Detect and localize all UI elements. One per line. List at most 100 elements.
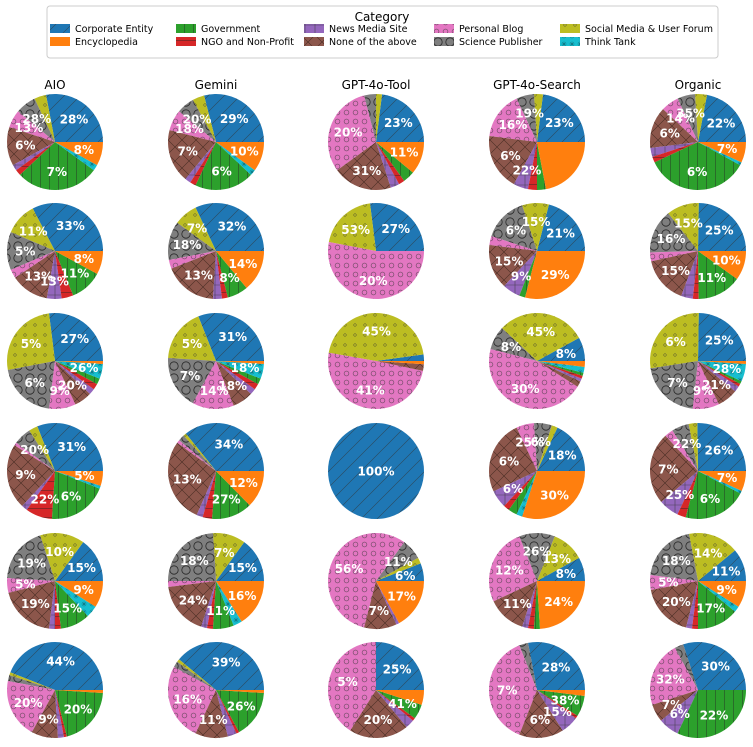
wedge-corporate-entity-hatch [537,337,585,361]
pie-organic-row-4: 26%22% 7% 25% 6% 7% [650,423,747,519]
wedge-science-publisher-hatch [490,328,537,361]
slice-percent-label: 26% [70,361,99,375]
wedge-government-hatch [537,361,584,376]
legend-swatch-hatch [560,37,580,46]
slice-percent-label: 16% [173,693,202,707]
wedge-social-media-and-user-forum-hatch [34,94,55,142]
slice-percent-label: 20% [334,125,363,139]
legend-swatch-hatch [304,37,324,46]
slice-percent-label: 32% [218,219,247,233]
wedge-encyclopedia [216,142,264,171]
slice-percent-label: 18% [173,238,202,252]
slice-percent-label: 25% [705,334,734,348]
wedge-corporate-entity-hatch [179,642,264,690]
wedge-science-publisher-hatch [179,99,216,142]
legend-label: Personal Blog [459,24,523,35]
slice-percent-label: 5% [15,577,35,591]
slice-percent-label: 21% [546,226,575,240]
slice-percent-label: 8% [219,271,239,285]
wedge-personal-blog-hatch [650,251,698,262]
wedge-encyclopedia [55,361,103,365]
wedge-news-media-site-hatch [48,581,55,629]
wedge-corporate-entity-hatch [683,642,746,690]
slice-percent-label: 9% [49,384,69,398]
wedge-news-media-site-hatch [681,251,698,299]
slice-percent-label: 26% [227,699,256,713]
wedge-social-media-and-user-forum-hatch [177,659,216,690]
pie-gpt-4o-tool-row-2: 27% 53% 20% [328,203,424,299]
wedge-government-hatch [698,361,742,384]
slice-percent-label: 22% [673,437,702,451]
column-titles: AIO Gemini GPT-4o-Tool GPT-4o-Search Organic [44,78,721,92]
wedge-personal-blog-hatch [9,111,55,142]
wedge-social-media-and-user-forum-hatch [537,536,580,581]
slice-percent-label: 14% [200,384,229,398]
legend-label: Corporate Entity [75,24,154,35]
slice-percent-label: 30% [701,659,730,673]
slice-percent-label: 10% [712,254,741,268]
wedge-government-hatch [212,581,234,629]
wedge-government-hatch [55,361,100,385]
wedge-social-media-and-user-forum-hatch [212,533,245,581]
legend-item-news-media-site: News Media Site [304,24,408,35]
slice-percent-label: 7% [369,604,389,618]
wedge-encyclopedia [698,251,746,279]
wedge-science-publisher-hatch [168,222,216,260]
wedge-ngo-and-non-profit-hatch [528,142,537,190]
wedge-social-media-and-user-forum-hatch [668,202,699,251]
slice-percent-label: 8% [501,340,521,354]
pie-aio-row-1: 28%28%13%6%7%8% [6,94,103,190]
wedge-think-tank-hatch [55,142,98,171]
wedge-social-media-and-user-forum-hatch [694,94,707,142]
slice-percent-label: 35% [676,107,705,121]
wedge-science-publisher-hatch [650,533,698,581]
wedge-encyclopedia [55,251,103,274]
wedge-corporate-entity-hatch [698,313,746,361]
wedge-news-media-site-hatch [376,581,400,625]
slice-percent-label: 10% [45,545,74,559]
slice-percent-label: 7% [178,145,198,159]
slice-percent-label: 13% [15,121,44,135]
slice-percent-label: 18% [548,449,577,463]
wedge-news-media-site-hatch [185,142,216,183]
slice-percent-label: 11% [503,597,532,611]
wedge-encyclopedia [537,361,585,368]
wedge-none-of-the-above-hatch [31,690,59,738]
column-title-gemini: Gemini [195,78,238,92]
wedge-government-hatch [537,690,585,716]
wedge-corporate-entity-hatch [216,542,264,581]
legend-label: News Media Site [329,24,408,35]
wedge-ngo-and-non-profit-hatch [698,361,741,387]
wedge-corporate-entity-hatch [55,542,103,581]
slice-percent-label: 8% [556,567,576,581]
slice-percent-label: 8% [556,347,576,361]
pie-aio-row-4: 31% 20% 9% 22% 6% 5% [6,423,104,519]
wedge-social-media-and-user-forum-hatch [9,672,55,690]
wedge-government-hatch [376,142,413,181]
wedge-ngo-and-non-profit-hatch [55,581,62,629]
slice-percent-label: 11% [199,713,228,727]
slice-percent-label: 20% [364,713,393,727]
slice-percent-label: 41% [356,384,385,398]
wedge-science-publisher-hatch [674,644,698,690]
wedge-none-of-the-above-hatch [55,361,90,405]
slice-percent-label: 7% [662,698,682,712]
legend-label: NGO and Non-Profit [201,37,294,48]
slice-percent-label: 15% [661,264,690,278]
wedge-government-hatch [698,251,738,299]
slice-percent-label: 27% [60,332,89,346]
wedge-ngo-and-non-profit-hatch [537,361,583,379]
wedge-none-of-the-above-hatch [337,142,391,191]
wedge-social-media-and-user-forum-hatch [183,433,216,471]
slice-percent-label: 6% [500,149,520,163]
pie-gpt-4o-tool-row-6: 25% 5% 20% 41% [327,642,424,738]
wedge-none-of-the-above-hatch [650,581,698,628]
legend: Category Corporate Entity Encyclopedia Gov… [46,5,719,59]
wedge-none-of-the-above-hatch [168,581,216,627]
wedge-news-media-site-hatch [376,142,400,188]
wedge-news-media-site-hatch [513,142,537,190]
wedge-science-publisher-hatch [167,357,216,404]
slice-percent-label: 6% [499,454,519,468]
wedge-corporate-entity-hatch [697,423,747,471]
